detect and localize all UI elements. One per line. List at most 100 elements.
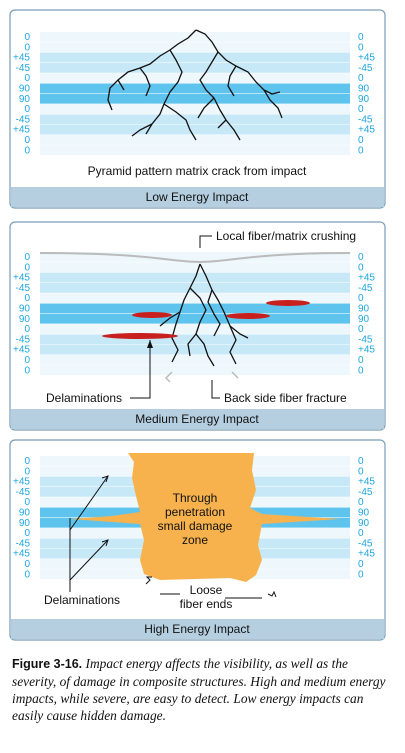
ply-layer bbox=[40, 73, 350, 84]
ply-layer bbox=[40, 124, 350, 135]
ply-label: 90 bbox=[19, 508, 31, 519]
annotation: Through bbox=[173, 491, 218, 505]
ply-label: 0 bbox=[24, 355, 30, 366]
ply-label: 90 bbox=[358, 518, 370, 529]
caption-text: Impact energy affects the visibility, as… bbox=[12, 656, 386, 723]
ply-label: 90 bbox=[358, 304, 370, 315]
ply-label: 0 bbox=[358, 497, 364, 508]
panel-footer bbox=[11, 187, 384, 207]
ply-label: +45 bbox=[13, 477, 30, 488]
ply-label: 90 bbox=[19, 518, 31, 529]
ply-layer bbox=[40, 262, 350, 273]
ply-label: -45 bbox=[16, 114, 31, 125]
ply-layer bbox=[40, 114, 350, 125]
ply-label: 0 bbox=[358, 528, 364, 539]
annotation: zone bbox=[182, 533, 208, 547]
annotation: penetration bbox=[165, 505, 225, 519]
ply-label: +45 bbox=[358, 53, 375, 64]
ply-label: 0 bbox=[358, 32, 364, 43]
ply-label: 0 bbox=[24, 135, 30, 146]
ply-label: 0 bbox=[24, 324, 30, 335]
ply-label: +45 bbox=[13, 345, 30, 356]
ply-layer bbox=[40, 293, 350, 304]
ply-label: 0 bbox=[358, 559, 364, 570]
ply-label: 0 bbox=[24, 466, 30, 477]
ply-layer bbox=[40, 145, 350, 156]
panel-footer bbox=[11, 619, 384, 639]
ply-layer bbox=[40, 32, 350, 43]
ply-label: 0 bbox=[358, 104, 364, 115]
ply-layer bbox=[40, 42, 350, 53]
ply-label: 0 bbox=[24, 365, 30, 376]
ply-label: 0 bbox=[24, 104, 30, 115]
ply-label: 90 bbox=[19, 84, 31, 95]
ply-label: 0 bbox=[24, 42, 30, 53]
ply-label: -45 bbox=[358, 283, 373, 294]
ply-label: 0 bbox=[358, 324, 364, 335]
ply-label: -45 bbox=[358, 114, 373, 125]
ply-label: 90 bbox=[358, 508, 370, 519]
ply-label: 90 bbox=[358, 84, 370, 95]
ply-label: 0 bbox=[24, 145, 30, 156]
pyramid-crack bbox=[107, 29, 283, 141]
ply-label: 0 bbox=[358, 42, 364, 53]
ply-label: +45 bbox=[358, 549, 375, 560]
panel-footer bbox=[11, 409, 384, 429]
ply-label: 90 bbox=[19, 314, 31, 325]
annotation: Loose bbox=[190, 583, 223, 597]
ply-label: 0 bbox=[24, 252, 30, 263]
ply-label: +45 bbox=[13, 549, 30, 560]
annotation: Local fiber/matrix crushing bbox=[216, 229, 356, 243]
ply-label: 0 bbox=[24, 262, 30, 273]
ply-label: 0 bbox=[24, 559, 30, 570]
ply-layer bbox=[40, 104, 350, 115]
ply-layer bbox=[40, 62, 350, 74]
ply-label: 0 bbox=[358, 252, 364, 263]
ply-label: 0 bbox=[24, 73, 30, 84]
ply-label: 0 bbox=[358, 293, 364, 304]
ply-label: 90 bbox=[358, 314, 370, 325]
ply-label: -45 bbox=[358, 334, 373, 345]
ply-label: 0 bbox=[24, 528, 30, 539]
annotation: Delaminations bbox=[44, 593, 120, 607]
ply-label: 0 bbox=[358, 456, 364, 467]
ply-label: 90 bbox=[358, 94, 370, 105]
ply-label: 90 bbox=[19, 94, 31, 105]
ply-layer bbox=[40, 324, 350, 335]
annotation: fiber ends bbox=[180, 597, 233, 611]
ply-layer bbox=[40, 313, 350, 325]
ply-layer bbox=[40, 83, 350, 94]
ply-label: 0 bbox=[24, 32, 30, 43]
figure-caption: Figure 3-16. Impact energy affects the v… bbox=[12, 655, 394, 724]
ply-layer bbox=[40, 52, 350, 63]
ply-label: 0 bbox=[358, 135, 364, 146]
ply-layer bbox=[40, 135, 350, 146]
ply-label: 0 bbox=[358, 262, 364, 273]
ply-layer bbox=[40, 93, 350, 105]
ply-label: 0 bbox=[24, 456, 30, 467]
ply-label: 0 bbox=[358, 569, 364, 580]
annotation: Pyramid pattern matrix crack from impact bbox=[88, 164, 307, 178]
ply-label: 0 bbox=[358, 145, 364, 156]
ply-layer bbox=[40, 252, 350, 263]
annotation: Delaminations bbox=[46, 391, 122, 405]
labels: Pyramid pattern matrix crack from impact… bbox=[44, 164, 356, 611]
ply-layer bbox=[40, 365, 350, 376]
ply-label: +45 bbox=[358, 125, 375, 136]
ply-layer bbox=[40, 355, 350, 366]
panel-title: Low Energy Impact bbox=[146, 190, 249, 204]
panel-title: High Energy Impact bbox=[144, 622, 250, 636]
ply-label: 0 bbox=[358, 355, 364, 366]
ply-label: 0 bbox=[24, 293, 30, 304]
caption-label: Figure 3-16. bbox=[12, 657, 83, 671]
ply-label: 0 bbox=[358, 73, 364, 84]
ply-label: -45 bbox=[16, 63, 31, 74]
medium-damage bbox=[39, 235, 351, 399]
ply-label: -45 bbox=[16, 334, 31, 345]
high-damage bbox=[69, 453, 340, 599]
ply-label: 0 bbox=[358, 365, 364, 376]
ply-label: -45 bbox=[16, 283, 31, 294]
ply-label: 0 bbox=[24, 569, 30, 580]
